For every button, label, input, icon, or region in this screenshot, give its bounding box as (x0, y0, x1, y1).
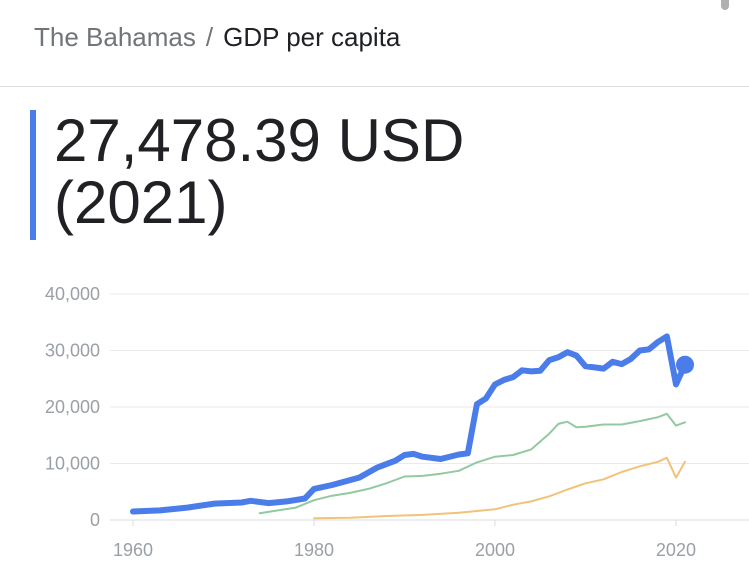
headline-value-block: 27,478.39 USD (2021) (30, 110, 464, 240)
x-tick-label: 1960 (113, 540, 153, 560)
breadcrumb-separator: / (205, 22, 214, 52)
headline-year: (2021) (54, 169, 228, 236)
latest-value-marker (676, 355, 694, 374)
y-tick-label: 30,000 (45, 341, 100, 361)
chart-gridlines (110, 293, 749, 521)
x-tick-label: 2000 (475, 540, 515, 560)
series-line-1 (130, 333, 688, 515)
breadcrumb-parent-link[interactable]: The Bahamas (34, 22, 196, 52)
breadcrumb-current: GDP per capita (223, 22, 401, 52)
chart-axis-labels: 0 10,000 20,000 30,000 40,000 1960 1980 2000 202… (45, 284, 696, 560)
chart-series (130, 333, 688, 520)
headline-value: 27,478.39 USD (54, 107, 465, 174)
x-tick-label: 1980 (294, 540, 334, 560)
x-tick-label: 2020 (656, 540, 696, 560)
y-tick-label: 40,000 (45, 284, 100, 304)
gdp-line-chart[interactable]: 0 10,000 20,000 30,000 40,000 1960 1980 2000 202… (0, 270, 749, 574)
series-line-3 (313, 456, 686, 520)
y-tick-label: 0 (90, 510, 100, 530)
y-tick-label: 20,000 (45, 397, 100, 417)
overflow-menu-icon[interactable] (721, 0, 729, 10)
y-tick-label: 10,000 (45, 454, 100, 474)
series-line-2 (258, 412, 686, 515)
breadcrumb: The Bahamas / GDP per capita (34, 22, 400, 53)
chart-highlight-layer (676, 355, 694, 374)
header-divider (0, 86, 749, 87)
